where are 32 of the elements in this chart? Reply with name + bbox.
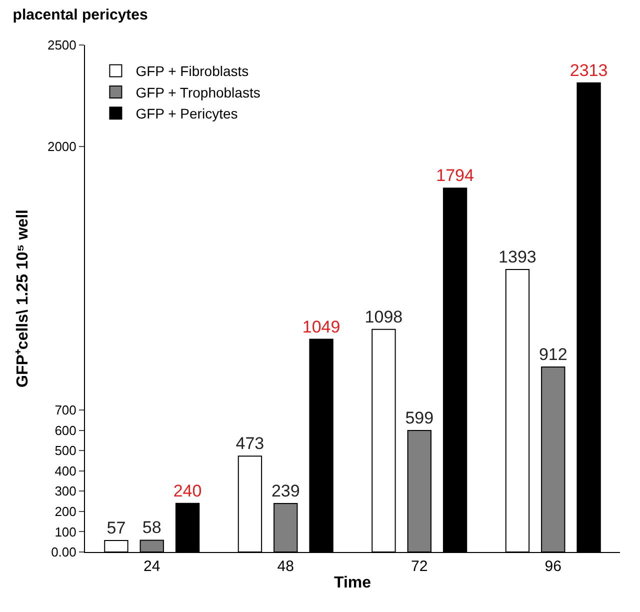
- legend-label: GFP + Pericytes: [136, 106, 238, 122]
- data-label: 599: [405, 408, 434, 428]
- y-tick-label: 600: [54, 422, 76, 438]
- y-tick-label: 300: [54, 484, 76, 499]
- data-label: 912: [538, 345, 568, 364]
- x-tick-label: 72: [411, 558, 428, 575]
- data-label: 239: [271, 482, 300, 501]
- y-tick-label: 500: [54, 443, 76, 458]
- chart-title: placental pericytes: [12, 6, 148, 24]
- y-tick-label: 2500: [47, 38, 76, 53]
- data-label: 58: [142, 518, 162, 538]
- y-tick-label: 100: [54, 524, 76, 540]
- data-label: 2313: [570, 60, 608, 80]
- y-axis-title: GFP⁺cells\ 1.25 10⁵ well: [14, 210, 32, 388]
- data-label: 1393: [498, 248, 536, 266]
- y-tick-label: 2000: [47, 138, 76, 154]
- legend-label: GFP + Fibroblasts: [136, 63, 249, 80]
- data-label: 1794: [436, 166, 474, 186]
- y-tick-label: 400: [54, 463, 76, 478]
- data-label: 1098: [364, 307, 403, 326]
- x-tick-label: 96: [544, 558, 562, 575]
- data-label: 473: [236, 434, 264, 454]
- x-tick-label: 48: [277, 558, 294, 575]
- x-tick-label: 24: [144, 558, 160, 575]
- data-label: 240: [173, 481, 202, 500]
- y-tick-label: 700: [54, 402, 76, 418]
- x-axis-title: Time: [334, 574, 372, 592]
- y-tick-label: 0.00: [51, 544, 76, 560]
- data-label: 1049: [302, 317, 340, 336]
- y-tick-label: 200: [54, 504, 76, 519]
- legend-label: GFP + Trophoblasts: [136, 84, 260, 100]
- data-label: 57: [106, 518, 126, 538]
